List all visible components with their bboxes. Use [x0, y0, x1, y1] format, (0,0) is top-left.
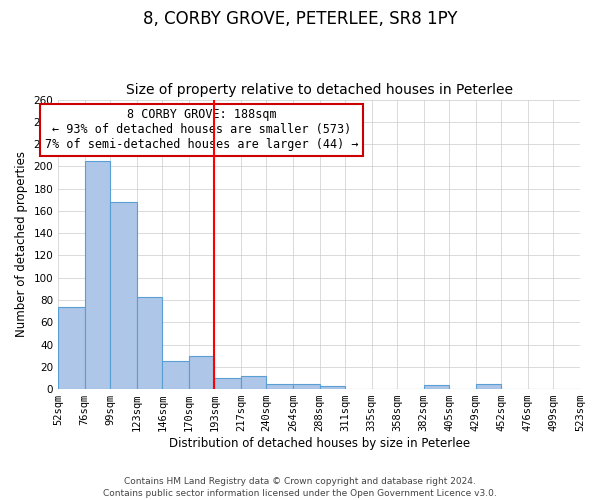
Bar	[214, 378, 241, 389]
Bar	[424, 384, 449, 389]
Bar	[163, 361, 189, 389]
Bar	[293, 384, 320, 389]
Bar	[137, 296, 163, 389]
Text: 8 CORBY GROVE: 188sqm
← 93% of detached houses are smaller (573)
7% of semi-deta: 8 CORBY GROVE: 188sqm ← 93% of detached …	[45, 108, 358, 151]
Y-axis label: Number of detached properties: Number of detached properties	[15, 152, 28, 338]
Bar	[110, 202, 137, 389]
Text: Contains HM Land Registry data © Crown copyright and database right 2024.
Contai: Contains HM Land Registry data © Crown c…	[103, 476, 497, 498]
Bar	[266, 384, 293, 389]
Bar	[241, 376, 266, 389]
Text: 8, CORBY GROVE, PETERLEE, SR8 1PY: 8, CORBY GROVE, PETERLEE, SR8 1PY	[143, 10, 457, 28]
Bar	[189, 356, 214, 389]
Bar	[320, 386, 345, 389]
Bar	[58, 306, 85, 389]
Title: Size of property relative to detached houses in Peterlee: Size of property relative to detached ho…	[125, 83, 512, 97]
Bar	[85, 161, 110, 389]
X-axis label: Distribution of detached houses by size in Peterlee: Distribution of detached houses by size …	[169, 437, 470, 450]
Bar	[476, 384, 502, 389]
